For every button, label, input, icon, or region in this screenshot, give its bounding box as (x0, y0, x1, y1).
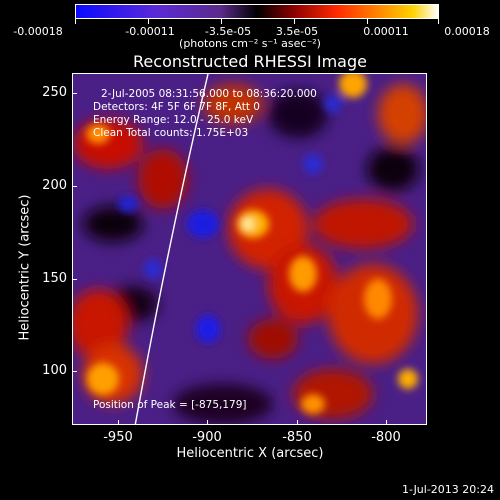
colorbar-tick (221, 19, 222, 24)
y-tick (72, 186, 77, 187)
x-tick-label: -850 (282, 430, 312, 445)
datestamp: 1-Jul-2013 20:24 (401, 483, 494, 496)
detectors-label: Detectors: 4F 5F 6F 7F 8F, Att 0 (93, 101, 260, 113)
rhessi-image-map (73, 74, 426, 424)
x-axis-title: Heliocentric X (arcsec) (176, 446, 324, 461)
clean-counts-label: Clean Total counts: 1.75E+03 (93, 127, 249, 139)
rhessi-image: 2-Jul-2005 08:31:56.000 to 08:36:20.000 … (72, 73, 427, 425)
colorbar-tick (75, 19, 76, 24)
colorbar-tick (294, 19, 295, 24)
colorbar-label: 3.5e-05 (275, 25, 319, 38)
x-tick (207, 420, 208, 425)
colorbar-tick (438, 19, 439, 24)
y-tick-label: 200 (42, 178, 67, 193)
peak-position-label: Position of Peak = [-875,179] (93, 399, 247, 411)
y-tick (72, 279, 77, 280)
y-axis-title: Heliocentric Y (arcsec) (17, 194, 33, 341)
y-tick-label: 100 (42, 363, 67, 378)
image-title: Reconstructed RHESSI Image (133, 52, 367, 71)
colorbar-tick (367, 19, 368, 24)
x-tick-label: -800 (371, 430, 401, 445)
x-tick (118, 420, 119, 425)
time-range-label: 2-Jul-2005 08:31:56.000 to 08:36:20.000 (101, 88, 317, 100)
colorbar-label: 0.00018 (444, 25, 490, 38)
colorbar-label: 0.00011 (363, 25, 409, 38)
x-tick-label: -900 (192, 430, 222, 445)
colorbar-units: (photons cm⁻² s⁻¹ asec⁻²) (179, 37, 321, 50)
x-tick (386, 420, 387, 425)
colorbar-tick (148, 19, 149, 24)
colorbar-label: -0.00011 (125, 25, 175, 38)
y-tick (72, 371, 77, 372)
y-tick-label: 250 (42, 85, 67, 100)
y-tick-label: 150 (42, 271, 67, 286)
colorbar-label: -0.00018 (13, 25, 63, 38)
y-tick (72, 93, 77, 94)
x-tick-label: -950 (103, 430, 133, 445)
energy-range-label: Energy Range: 12.0 - 25.0 keV (93, 114, 254, 126)
colorbar (75, 4, 439, 19)
x-tick (297, 420, 298, 425)
colorbar-label: -3.5e-05 (204, 25, 252, 38)
